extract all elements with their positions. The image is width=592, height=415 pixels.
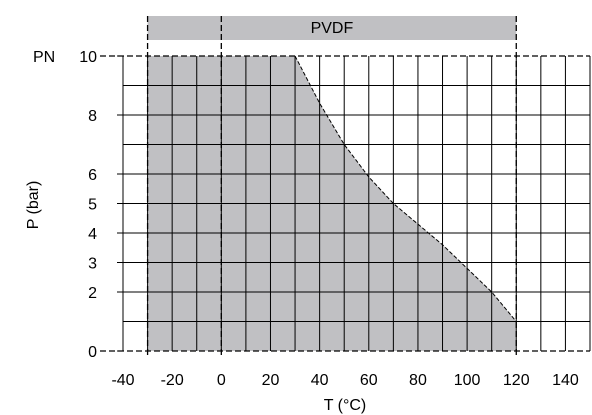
y-tick-label: 6 <box>88 167 97 184</box>
x-tick-label: 80 <box>409 372 427 389</box>
band-rect <box>147 16 517 40</box>
x-tick-label: 100 <box>454 372 481 389</box>
labels: 0 2 3 4 5 6 8 10 PN -40 -20 0 20 40 60 80 100 120 140 T (°C… <box>25 49 579 414</box>
y-tick-label: 4 <box>88 226 97 243</box>
x-tick-label: 120 <box>503 372 530 389</box>
axes <box>117 55 123 352</box>
y-tick-label: 8 <box>88 108 97 125</box>
limit-curve <box>294 55 517 322</box>
material-band: PVDF <box>147 16 517 40</box>
y-axis-title: P (bar) <box>25 181 42 230</box>
y-tick-label: 10 <box>79 49 97 66</box>
x-tick-label: 140 <box>552 372 579 389</box>
pn-label: PN <box>33 49 55 66</box>
x-tick-label: 40 <box>311 372 329 389</box>
x-tick-label: 0 <box>217 372 226 389</box>
dashed-lines <box>100 16 590 358</box>
x-tick-label: -20 <box>161 372 184 389</box>
x-axis-title: T (°C) <box>324 397 367 414</box>
x-tick-label: 20 <box>262 372 280 389</box>
band-label: PVDF <box>311 20 354 37</box>
y-tick-label: 5 <box>88 197 97 214</box>
y-tick-label: 2 <box>88 285 97 302</box>
y-tick-label: 0 <box>88 344 97 361</box>
x-tick-label: 60 <box>360 372 378 389</box>
x-tick-label: -40 <box>111 372 134 389</box>
y-tick-label: 3 <box>88 256 97 273</box>
